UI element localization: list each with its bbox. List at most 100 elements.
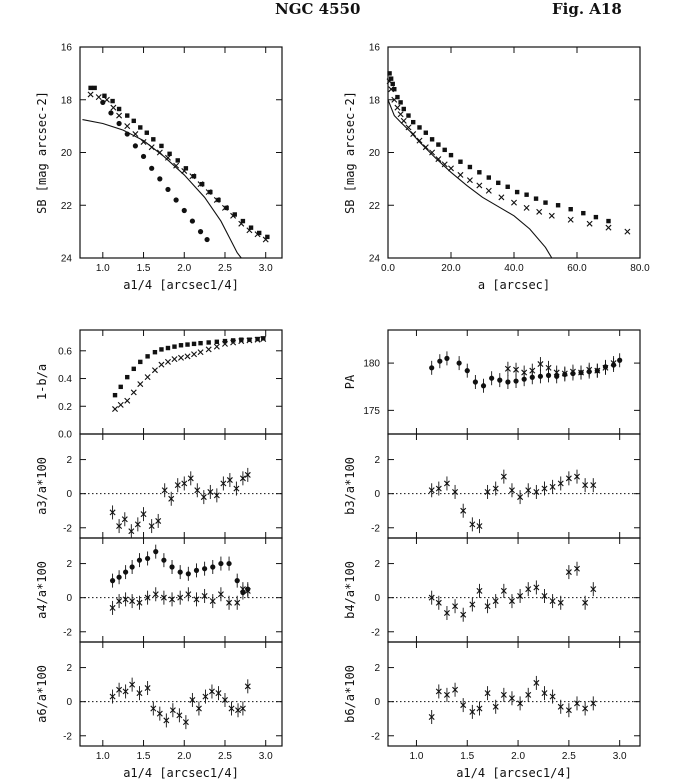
data-point-dot bbox=[116, 120, 122, 127]
data-point-dot bbox=[197, 229, 204, 235]
x-tick-label: 3.0 bbox=[259, 263, 273, 274]
data-point-cross bbox=[435, 599, 442, 606]
data-point-dot bbox=[108, 110, 114, 116]
y-tick-label: 22 bbox=[369, 201, 381, 212]
x-tick-label: 3.0 bbox=[259, 751, 273, 762]
data-point-square bbox=[230, 338, 236, 343]
data-point-dot bbox=[149, 165, 155, 171]
data-point-square bbox=[442, 147, 447, 153]
data-point-dot bbox=[429, 365, 435, 371]
y-tick-label: 2 bbox=[374, 455, 380, 466]
series-square bbox=[88, 85, 270, 240]
data-point-cross bbox=[194, 487, 201, 494]
data-point-square bbox=[417, 125, 422, 130]
y-axis-label: 1-b/a bbox=[35, 364, 49, 400]
y-tick-label: 0.0 bbox=[58, 430, 72, 441]
data-point-cross bbox=[213, 492, 220, 499]
x-axis-label: a1/4 [arcsec1/4] bbox=[456, 766, 572, 780]
data-point-dot bbox=[617, 357, 623, 363]
series-cross bbox=[386, 78, 631, 235]
data-point-cross bbox=[428, 714, 435, 721]
data-point-square bbox=[165, 345, 171, 351]
data-point-cross bbox=[582, 705, 589, 712]
data-point-cross bbox=[557, 599, 564, 606]
data-point-dot bbox=[537, 373, 544, 379]
y-tick-label: 0 bbox=[374, 593, 380, 604]
series-square bbox=[387, 71, 611, 224]
panel-frame bbox=[387, 641, 641, 747]
data-point-cross bbox=[529, 367, 536, 374]
data-point-square bbox=[505, 184, 510, 189]
data-point-dot bbox=[132, 143, 138, 149]
data-point-cross bbox=[112, 406, 119, 413]
series-dot bbox=[109, 544, 251, 600]
data-point-cross bbox=[205, 346, 212, 353]
data-point-square bbox=[395, 94, 400, 100]
data-point-cross bbox=[151, 367, 158, 374]
data-point-cross bbox=[239, 705, 246, 712]
data-point-cross bbox=[578, 369, 585, 376]
data-point-cross bbox=[416, 137, 423, 144]
data-point-square bbox=[248, 225, 254, 230]
data-point-cross bbox=[452, 603, 459, 610]
data-point-square bbox=[178, 343, 184, 348]
data-point-dot bbox=[129, 564, 135, 570]
data-point-cross bbox=[144, 374, 151, 381]
y-axis-label: a3/a*100 bbox=[35, 457, 49, 515]
data-point-square bbox=[581, 210, 586, 216]
data-point-dot bbox=[472, 379, 478, 385]
data-point-cross bbox=[574, 700, 580, 707]
data-point-cross bbox=[238, 338, 245, 345]
data-point-cross bbox=[87, 91, 94, 98]
data-point-square bbox=[92, 85, 97, 91]
y-tick-label: 0 bbox=[66, 697, 72, 708]
data-point-cross bbox=[428, 487, 435, 494]
data-point-cross bbox=[441, 161, 448, 168]
y-tick-label: 0 bbox=[66, 489, 72, 500]
data-point-square bbox=[125, 113, 130, 118]
data-point-cross bbox=[460, 702, 467, 709]
panel-frame bbox=[387, 433, 641, 539]
data-point-cross bbox=[140, 511, 147, 518]
panel-frame bbox=[79, 433, 283, 539]
data-point-cross bbox=[122, 688, 129, 695]
series-dot bbox=[429, 351, 623, 393]
data-point-cross bbox=[537, 361, 544, 368]
data-point-cross bbox=[498, 194, 505, 201]
data-point-dot bbox=[218, 560, 224, 567]
data-point-cross bbox=[116, 112, 123, 119]
data-point-dot bbox=[169, 564, 175, 570]
data-point-cross bbox=[189, 696, 196, 703]
data-point-cross bbox=[574, 473, 580, 480]
data-point-cross bbox=[116, 686, 123, 693]
data-point-cross bbox=[460, 611, 467, 618]
data-point-cross bbox=[394, 104, 401, 111]
data-point-dot bbox=[489, 375, 495, 381]
data-point-cross bbox=[230, 339, 237, 346]
data-point-cross bbox=[410, 131, 417, 138]
data-point-cross bbox=[508, 487, 515, 494]
data-point-square bbox=[406, 113, 411, 118]
panel-b3: -2 0 2 b3/a*100 bbox=[343, 433, 641, 539]
data-point-cross bbox=[191, 351, 198, 358]
y-tick-label: 0.2 bbox=[58, 402, 72, 413]
data-point-dot bbox=[204, 236, 210, 243]
data-point-cross bbox=[586, 220, 593, 227]
x-tick-label: 3.0 bbox=[613, 751, 627, 762]
x-axis-label: a [arcsec] bbox=[478, 278, 550, 292]
y-tick-label: 0.6 bbox=[58, 346, 72, 357]
data-point-square bbox=[423, 130, 428, 135]
data-point-square bbox=[606, 218, 611, 224]
data-point-cross bbox=[590, 482, 597, 489]
data-point-square bbox=[191, 341, 197, 347]
data-point-square bbox=[524, 192, 529, 197]
data-point-dot bbox=[193, 567, 200, 573]
series-cross bbox=[109, 582, 251, 615]
panel-ellipticity: 0.0 0.2 0.4 0.6 1-b/a bbox=[35, 329, 283, 441]
data-point-square bbox=[486, 175, 491, 180]
data-point-square bbox=[429, 137, 435, 142]
data-point-cross bbox=[163, 717, 170, 724]
data-point-cross bbox=[517, 700, 524, 707]
data-point-cross bbox=[533, 488, 540, 495]
data-point-cross bbox=[228, 705, 235, 712]
